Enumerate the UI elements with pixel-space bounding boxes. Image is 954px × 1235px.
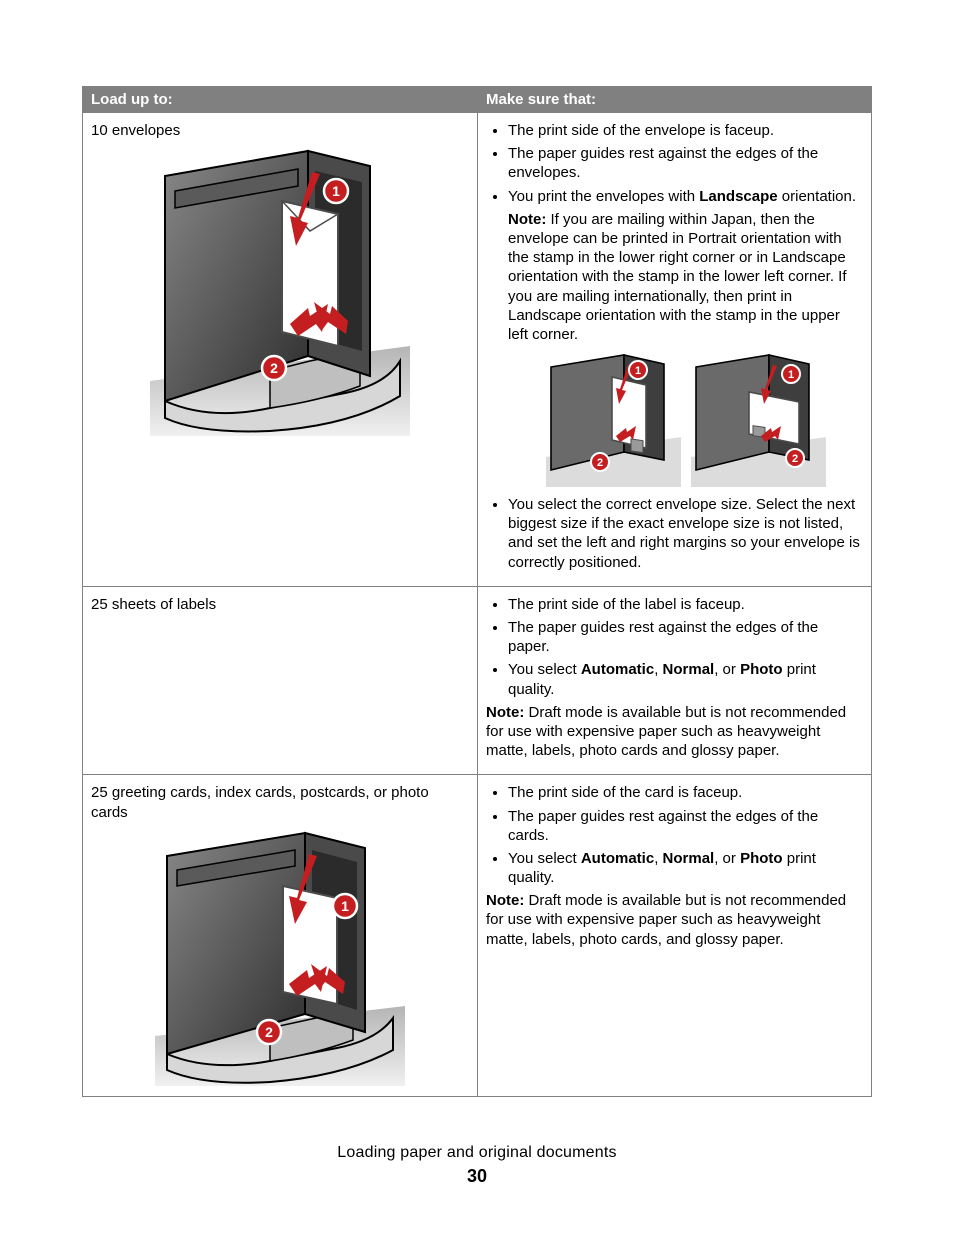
footer-page-number: 30 bbox=[0, 1166, 954, 1187]
header-left: Load up to: bbox=[83, 87, 478, 113]
list-item: The print side of the card is faceup. bbox=[508, 783, 863, 802]
list-item: You select Automatic, Normal, or Photo p… bbox=[508, 849, 863, 887]
svg-text:1: 1 bbox=[332, 183, 340, 199]
row3-bullets: The print side of the card is faceup. Th… bbox=[486, 783, 863, 887]
footer-title: Loading paper and original documents bbox=[0, 1144, 954, 1162]
page-footer: Loading paper and original documents 30 bbox=[0, 1144, 954, 1187]
stamp-landscape-illustration: 1 2 bbox=[691, 352, 826, 487]
table-row: 25 sheets of labels The print side of th… bbox=[83, 586, 872, 775]
list-item: The paper guides rest against the edges … bbox=[508, 618, 863, 656]
row2-note: Note: Draft mode is available but is not… bbox=[486, 703, 863, 761]
svg-text:1: 1 bbox=[787, 369, 793, 381]
loading-table: Load up to: Make sure that: 10 envelopes bbox=[82, 86, 872, 1097]
svg-text:2: 2 bbox=[791, 453, 797, 465]
table-row: 10 envelopes bbox=[83, 113, 872, 587]
row1-note: Note: If you are mailing within Japan, t… bbox=[486, 210, 863, 344]
header-right: Make sure that: bbox=[478, 87, 872, 113]
row1-bullets-after: You select the correct envelope size. Se… bbox=[486, 495, 863, 572]
list-item: The paper guides rest against the edges … bbox=[508, 807, 863, 845]
envelope-tray-illustration: 1 2 bbox=[150, 146, 410, 436]
table-row: 25 greeting cards, index cards, postcard… bbox=[83, 775, 872, 1096]
list-item: You select Automatic, Normal, or Photo p… bbox=[508, 660, 863, 698]
row1-left-text: 10 envelopes bbox=[91, 121, 469, 140]
card-tray-illustration: 1 2 bbox=[155, 828, 405, 1086]
list-item: The print side of the envelope is faceup… bbox=[508, 121, 863, 140]
svg-text:2: 2 bbox=[265, 1024, 273, 1040]
row3-note: Note: Draft mode is available but is not… bbox=[486, 891, 863, 949]
list-item: The paper guides rest against the edges … bbox=[508, 144, 863, 182]
list-item: You print the envelopes with Landscape o… bbox=[508, 187, 863, 206]
stamp-portrait-illustration: 1 2 bbox=[546, 352, 681, 487]
row2-bullets: The print side of the label is faceup. T… bbox=[486, 595, 863, 699]
list-item: The print side of the label is faceup. bbox=[508, 595, 863, 614]
svg-text:1: 1 bbox=[341, 898, 349, 914]
list-item: You select the correct envelope size. Se… bbox=[508, 495, 863, 572]
row2-left-text: 25 sheets of labels bbox=[91, 595, 469, 614]
svg-text:1: 1 bbox=[634, 365, 640, 377]
stamp-illustration-row: 1 2 1 bbox=[486, 352, 863, 487]
row3-left-text: 25 greeting cards, index cards, postcard… bbox=[91, 783, 469, 821]
svg-text:2: 2 bbox=[596, 457, 602, 469]
svg-text:2: 2 bbox=[270, 360, 278, 376]
row1-bullets: The print side of the envelope is faceup… bbox=[486, 121, 863, 206]
